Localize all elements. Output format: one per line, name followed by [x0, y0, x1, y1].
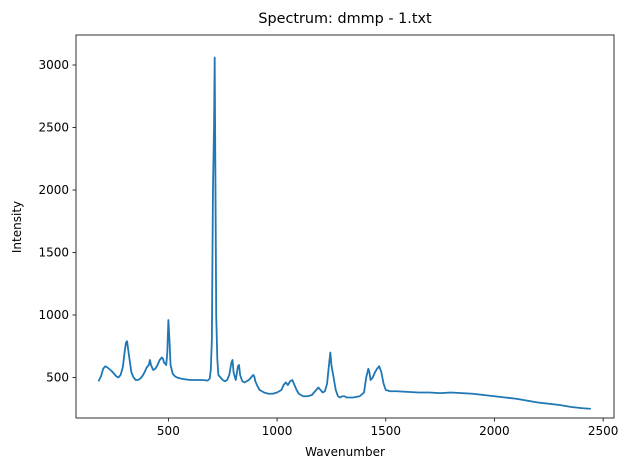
- y-tick-label: 2000: [38, 183, 69, 197]
- chart-title: Spectrum: dmmp - 1.txt: [258, 11, 432, 27]
- x-tick-label: 2000: [479, 424, 510, 438]
- y-tick-label: 1000: [38, 308, 69, 322]
- y-axis: 500 1000 1500 2000 2500 3000: [38, 58, 76, 385]
- y-tick-label: 3000: [38, 58, 69, 72]
- plot-area: [97, 56, 591, 410]
- x-tick-label: 1000: [262, 424, 293, 438]
- x-tick-label: 1500: [370, 424, 401, 438]
- x-tick-label: 2500: [588, 424, 619, 438]
- y-tick-label: 1500: [38, 246, 69, 260]
- x-tick-label: 500: [157, 424, 180, 438]
- x-axis-label: Wavenumber: [305, 445, 385, 459]
- y-axis-label: Intensity: [10, 201, 24, 253]
- plot-frame: [75, 34, 615, 419]
- y-tick-label: 2500: [38, 121, 69, 135]
- x-axis: 500 1000 1500 2000 2500: [157, 418, 618, 438]
- series-line: [97, 56, 591, 410]
- y-tick-label: 500: [46, 371, 69, 385]
